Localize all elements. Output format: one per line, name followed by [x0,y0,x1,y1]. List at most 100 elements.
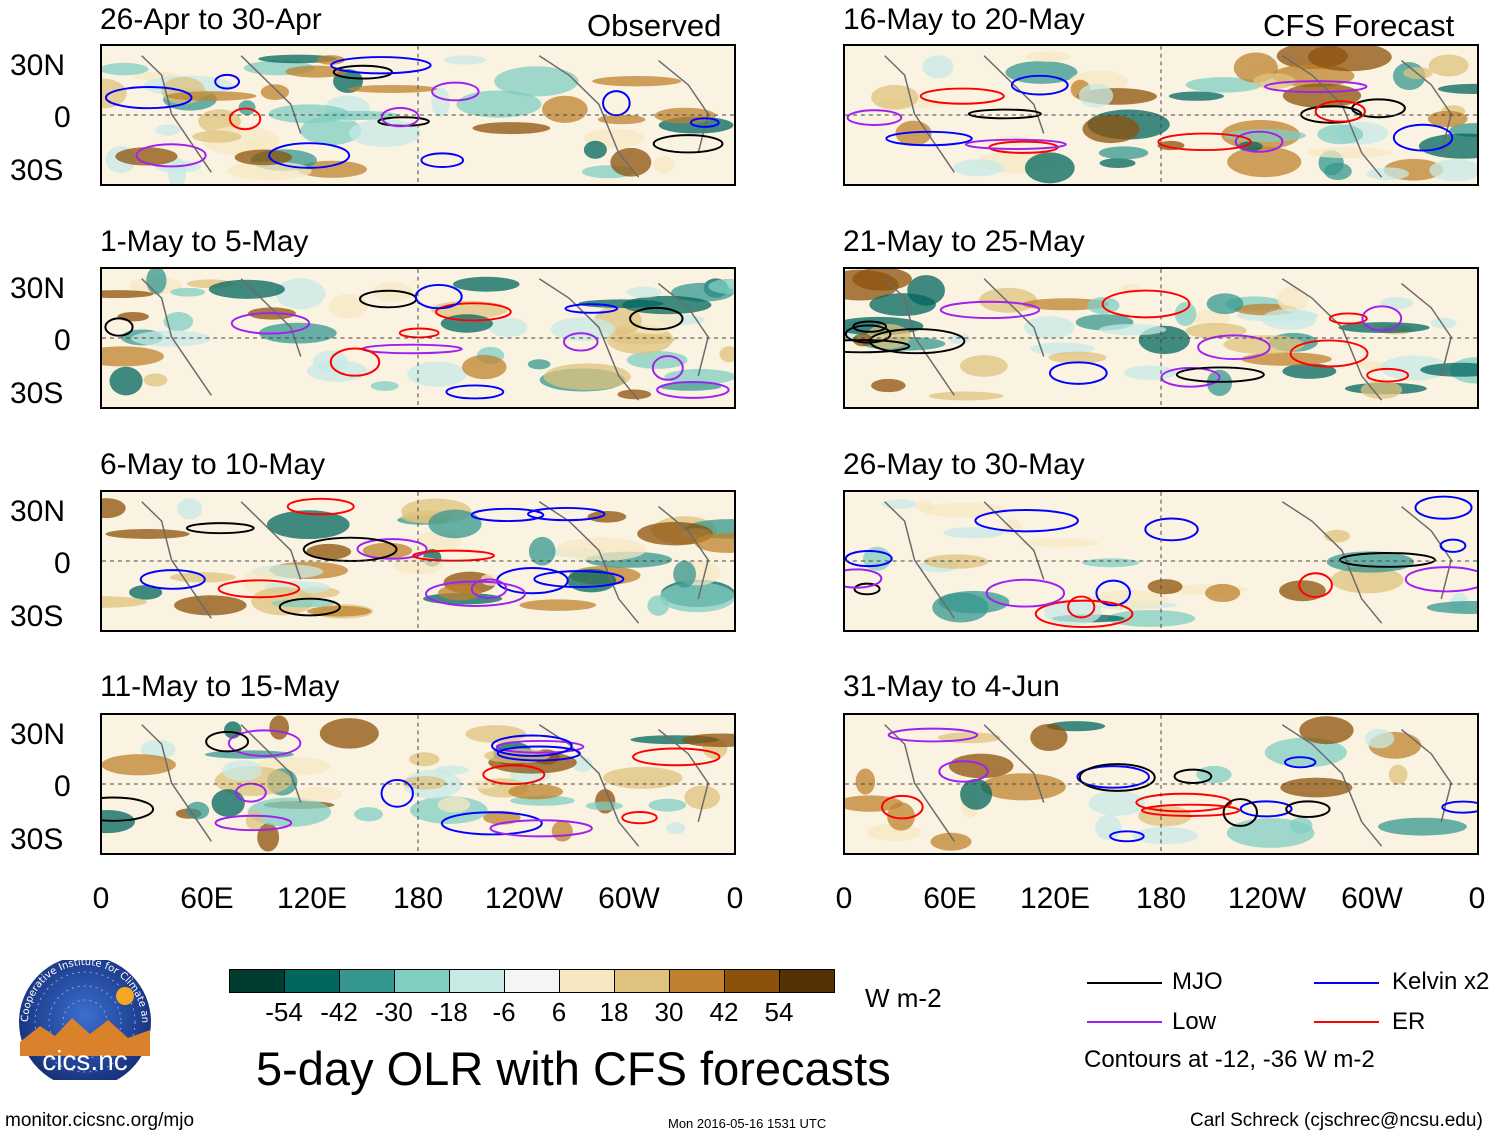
wave-contour [330,56,432,75]
coastline [538,55,640,178]
olr-anomaly [166,91,257,101]
wave-contour [1034,599,1134,629]
olr-anomaly [452,276,520,292]
coastline [884,278,955,396]
olr-anomaly [1205,583,1241,603]
coastline [1281,501,1383,624]
wave-contour [985,578,1066,608]
lon-label: 120E [276,882,348,915]
olr-anomaly [115,147,178,166]
olr-anomaly [597,114,646,125]
lat-label: 30S [10,823,64,856]
olr-map-panel [843,44,1479,186]
lat-label: 0 [54,547,71,580]
olr-anomaly [409,752,440,767]
olr-anomaly [508,784,564,800]
olr-anomaly [519,599,597,611]
wave-contour [1101,289,1191,319]
wave-contour [632,747,721,767]
olr-anomaly [1043,598,1102,626]
lon-label: 180 [1135,882,1187,915]
olr-anomaly [1095,815,1122,840]
olr-anomaly [1223,129,1306,142]
wave-contour [919,87,1005,105]
olr-anomaly [592,76,682,87]
olr-anomaly [1082,114,1140,144]
colorbar-swatch [394,969,450,993]
olr-anomaly [1378,817,1467,836]
olr-map-panel [843,713,1479,855]
olr-anomaly [186,801,210,820]
lat-label: 30S [10,600,64,633]
olr-anomaly [1226,818,1315,848]
coastline [658,506,709,600]
footer-url[interactable]: monitor.cicsnc.org/mjo [5,1110,195,1131]
legend-label-low: Low [1172,1008,1217,1035]
olr-anomaly [129,585,163,600]
coastline [1281,724,1383,847]
lon-label: 0 [726,882,744,915]
coastline [983,501,1045,580]
olr-anomaly [268,104,350,124]
wave-contour [214,73,241,90]
panel-title: 26-May to 30-May [843,448,1085,481]
colorbar-label: -42 [320,997,358,1027]
olr-anomaly [922,55,954,79]
lon-label: 60W [598,882,660,915]
olr-map-panel [100,490,736,632]
wave-contour [852,320,888,333]
colorbar-label: 6 [551,997,567,1027]
wave-contour [104,86,193,110]
wave-contour [1284,756,1317,769]
olr-anomaly [1098,324,1167,336]
wave-contour [846,109,903,126]
olr-anomaly [719,346,734,363]
wave-contour [217,579,301,599]
wave-contour [602,90,631,117]
olr-anomaly [1299,716,1354,745]
olr-anomaly [1429,158,1477,182]
wave-contour [495,739,585,754]
coastline [240,501,302,580]
wave-contour [845,568,883,589]
wave-contour [1173,768,1213,784]
lat-label: 30N [10,49,66,82]
olr-anomaly [155,124,181,136]
olr-anomaly [192,130,242,143]
lon-label: 60W [1341,882,1403,915]
olr-anomaly [1106,609,1196,627]
olr-anomaly [319,718,379,749]
panel-title: 21-May to 25-May [843,225,1085,258]
panel-title: 31-May to 4-Jun [843,670,1060,703]
colorbar-label: 42 [709,997,739,1027]
logo-mountains [20,1018,150,1056]
olr-anomaly [1227,146,1302,178]
wave-contour [496,745,581,762]
olr-anomaly [943,527,1005,539]
olr-anomaly [953,159,1004,177]
wave-contour [1078,763,1156,792]
wave-contour [1049,361,1108,385]
olr-anomaly [1132,826,1199,845]
legend-label-kelvin: Kelvin x2 [1392,968,1490,995]
olr-anomaly [247,797,332,827]
wave-contour [1239,800,1293,818]
coastline [1281,55,1383,178]
olr-anomaly [306,543,352,560]
olr-anomaly [1078,83,1114,108]
olr-anomaly [626,286,662,298]
colorbar-swatch [229,969,285,993]
wave-contour [651,355,684,381]
panel-title: 16-May to 20-May [843,3,1085,36]
olr-anomaly [1082,558,1140,568]
olr-anomaly [140,739,176,760]
wave-contour [332,64,393,80]
wave-contour [885,130,973,147]
colorbar-label: -6 [492,997,516,1027]
olr-anomaly [402,776,447,790]
olr-anomaly [666,822,686,835]
wave-contour [1076,765,1150,789]
olr-anomaly [1206,369,1233,397]
olr-anomaly [177,498,203,520]
olr-anomaly [469,780,497,789]
